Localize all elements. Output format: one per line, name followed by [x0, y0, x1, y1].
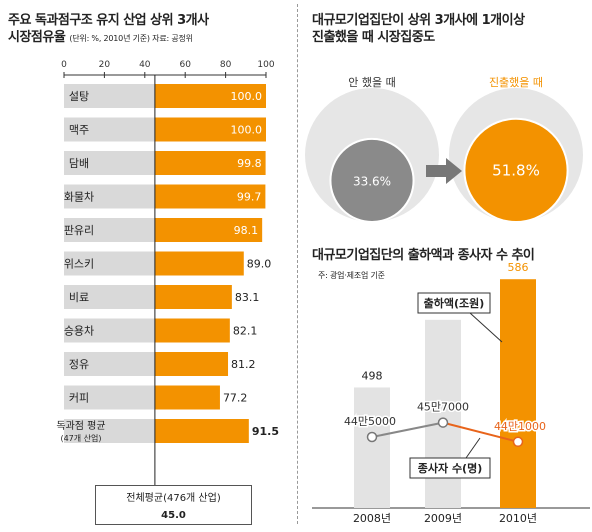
bubble-value: 51.8% [492, 161, 540, 179]
employee-value: 45만7000 [417, 401, 469, 414]
value-label: 83.1 [235, 291, 260, 304]
x-tick-label: 0 [61, 60, 67, 70]
category-label: 독과점 평균 [56, 420, 105, 432]
left-chart-title: 주요 독과점구조 유지 산업 상위 3개사 시장점유율 (단위: %, 2010… [8, 13, 209, 45]
bar-background [64, 385, 155, 410]
bar [154, 84, 266, 108]
overall-average-value: 45.0 [161, 510, 186, 521]
category-label: 담배 [69, 157, 89, 170]
value-label: 89.0 [247, 258, 272, 271]
value-label: 99.8 [237, 157, 262, 170]
x-tick-label: 100 [257, 60, 274, 70]
category-label: 설탕 [69, 90, 89, 103]
bar-background [64, 285, 155, 309]
shipment-legend-box [417, 292, 491, 314]
shipment-bar [354, 387, 390, 508]
inner-circle [463, 117, 569, 224]
employee-legend-pointer [465, 437, 481, 459]
bar-background [64, 318, 155, 343]
bar-background [64, 419, 155, 443]
employee-legend: 종사자 수(명) [418, 461, 482, 475]
x-tick-label: 40 [139, 60, 151, 70]
bubble-chart-title: 대규모기업집단이 상위 3개사에 1개이상 진출했을 때 시장집중도 [312, 13, 525, 45]
overall-average-label: 전체평균(476개 산업) [126, 493, 221, 504]
category-label: 비료 [69, 291, 89, 304]
bar [154, 117, 266, 142]
bar-background [64, 251, 155, 276]
category-label: 화물차 [64, 191, 94, 204]
panel-divider [297, 4, 298, 524]
category-label: 정유 [69, 358, 89, 371]
inner-circle [329, 137, 415, 224]
combo-chart-title: 대규모기업집단의 출하액과 종사자 수 추이 [312, 248, 535, 263]
bar-background [64, 352, 155, 376]
category-label: 승용차 [64, 325, 94, 338]
shipment-value: 498 [362, 369, 383, 382]
overall-average-box: 전체평균(476개 산업) 45.0 [95, 485, 252, 525]
category-label: 판유리 [64, 224, 94, 237]
employee-legend-box [409, 457, 491, 479]
shipment-bar [500, 279, 536, 508]
x-tick-label: 80 [220, 60, 232, 70]
bar-background [64, 184, 155, 209]
category-label: 맥주 [69, 124, 89, 137]
bar [154, 318, 230, 343]
x-tick-label: 60 [179, 60, 191, 70]
employee-point [512, 436, 524, 448]
bar [154, 251, 244, 276]
category-tick-label: 2009년 [424, 512, 462, 525]
value-label: 98.1 [234, 224, 259, 237]
employee-value: 44만5000 [344, 415, 396, 428]
bar [154, 184, 266, 209]
bar-background [64, 151, 155, 175]
bubble-label: 진출했을 때 [489, 76, 543, 89]
bar-background [64, 117, 155, 142]
value-label: 81.2 [231, 358, 256, 371]
category-sublabel: (47개 산업) [60, 433, 101, 443]
x-tick-label: 20 [99, 60, 111, 70]
bar [154, 419, 249, 443]
bar-background [64, 84, 155, 108]
bar-background [64, 218, 155, 242]
bar [154, 218, 263, 242]
value-label: 82.1 [233, 325, 257, 338]
bar [154, 285, 232, 309]
category-label: 커피 [69, 392, 89, 405]
category-label: 위스키 [64, 258, 94, 271]
employee-line-segment [442, 421, 519, 443]
bubble-label: 안 했을 때 [348, 76, 395, 89]
value-label: 91.5 [252, 425, 279, 438]
value-label: 77.2 [223, 392, 248, 405]
shipment-bar [425, 319, 461, 508]
shipment-legend-pointer [469, 312, 503, 343]
arrow-shaft [426, 165, 448, 177]
shipment-legend: 출하액(조원) [424, 296, 485, 310]
employee-line-segment [371, 421, 444, 438]
arrow-head-icon [446, 158, 462, 184]
shipment-value: 586 [508, 261, 529, 274]
value-label: 100.0 [231, 90, 263, 103]
value-label: 99.7 [237, 191, 262, 204]
left-chart-note: (단위: %, 2010년 기준) 자료: 공정위 [69, 34, 193, 43]
employee-point [366, 431, 378, 443]
bar [154, 151, 266, 175]
category-tick-label: 2010년 [499, 512, 537, 525]
combo-chart-note: 주: 광업·제조업 기준 [318, 271, 385, 280]
bubble-value: 33.6% [353, 174, 391, 188]
bar [154, 352, 229, 376]
employee-value: 44만1000 [494, 420, 546, 433]
category-tick-label: 2008년 [353, 512, 391, 525]
value-label: 100.0 [231, 124, 263, 137]
employee-point [437, 417, 449, 428]
bar [154, 385, 220, 410]
